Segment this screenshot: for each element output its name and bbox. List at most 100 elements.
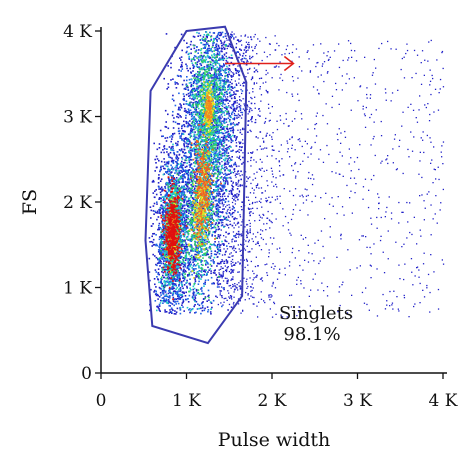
- sparse-event: [247, 43, 249, 45]
- density-event: [208, 47, 210, 50]
- sparse-event: [255, 276, 258, 278]
- density-event: [190, 128, 192, 130]
- density-event: [186, 279, 188, 282]
- density-event: [198, 49, 200, 51]
- density-event: [216, 256, 219, 258]
- sparse-event: [413, 136, 415, 138]
- sparse-event: [368, 309, 370, 311]
- density-event: [226, 61, 229, 64]
- sparse-event: [236, 283, 238, 286]
- density-event: [201, 140, 203, 143]
- density-event: [157, 216, 160, 218]
- density-event: [185, 88, 187, 90]
- sparse-event: [254, 33, 256, 36]
- density-event: [210, 255, 213, 257]
- density-event: [191, 114, 194, 117]
- density-event: [185, 249, 187, 252]
- density-event: [153, 202, 156, 205]
- density-event: [149, 309, 151, 312]
- density-event: [247, 131, 249, 133]
- density-event: [225, 223, 228, 226]
- sparse-event: [370, 265, 372, 267]
- sparse-event: [238, 234, 240, 236]
- sparse-event: [219, 66, 221, 68]
- sparse-event: [233, 291, 235, 293]
- density-event: [152, 253, 154, 256]
- density-event: [171, 114, 174, 117]
- sparse-event: [232, 128, 234, 130]
- sparse-event: [227, 208, 229, 211]
- density-event: [219, 211, 222, 213]
- density-event: [183, 124, 185, 126]
- density-event: [181, 156, 183, 159]
- density-event: [211, 306, 213, 309]
- density-event: [223, 112, 225, 114]
- sparse-event: [323, 52, 325, 54]
- sparse-event: [256, 242, 258, 244]
- sparse-event: [228, 155, 230, 157]
- density-event: [198, 195, 200, 197]
- sparse-event: [238, 248, 240, 250]
- sparse-event: [221, 186, 223, 188]
- sparse-event: [258, 301, 260, 303]
- sparse-event: [380, 216, 382, 219]
- density-event: [183, 103, 185, 105]
- sparse-event: [248, 41, 250, 44]
- density-event: [209, 56, 212, 59]
- density-event: [214, 37, 217, 40]
- density-event: [250, 117, 253, 120]
- density-event: [200, 182, 203, 184]
- sparse-event: [336, 256, 338, 258]
- sparse-event: [229, 297, 231, 299]
- density-event: [191, 185, 194, 188]
- sparse-event: [230, 252, 232, 254]
- sparse-event: [235, 232, 238, 235]
- sparse-event: [218, 69, 220, 72]
- density-event: [164, 109, 167, 112]
- sparse-event: [259, 86, 261, 88]
- density-event: [230, 74, 232, 77]
- density-event: [212, 119, 215, 122]
- sparse-event: [392, 162, 394, 164]
- density-event: [218, 87, 221, 90]
- sparse-event: [236, 156, 238, 158]
- sparse-event: [231, 298, 233, 300]
- sparse-event: [238, 39, 240, 42]
- sparse-event: [310, 147, 312, 149]
- sparse-event: [231, 166, 233, 168]
- density-event: [202, 298, 205, 300]
- sparse-event: [253, 173, 255, 175]
- sparse-event: [326, 55, 328, 57]
- density-event: [239, 48, 241, 50]
- density-event: [155, 155, 158, 158]
- sparse-event: [305, 195, 308, 197]
- sparse-event: [413, 216, 415, 218]
- density-event: [224, 69, 227, 72]
- sparse-event: [297, 171, 299, 173]
- sparse-event: [271, 136, 273, 138]
- sparse-event: [271, 213, 273, 215]
- sparse-event: [380, 162, 382, 164]
- sparse-event: [245, 196, 248, 198]
- sparse-event: [327, 71, 329, 73]
- density-event: [186, 204, 188, 206]
- density-event: [235, 165, 238, 168]
- sparse-event: [261, 167, 263, 169]
- density-event: [227, 68, 230, 71]
- density-event: [218, 221, 220, 224]
- sparse-event: [237, 183, 239, 185]
- density-event: [170, 140, 172, 143]
- sparse-event: [279, 247, 281, 249]
- sparse-event: [238, 271, 240, 273]
- sparse-event: [260, 249, 263, 251]
- density-event: [195, 290, 198, 292]
- density-event: [186, 216, 188, 219]
- sparse-event: [238, 96, 241, 98]
- density-event: [189, 156, 192, 159]
- density-event: [158, 250, 161, 253]
- density-event: [163, 260, 166, 262]
- sparse-event: [239, 175, 241, 177]
- sparse-event: [290, 294, 293, 296]
- sparse-event: [408, 316, 410, 318]
- sparse-event: [308, 252, 310, 254]
